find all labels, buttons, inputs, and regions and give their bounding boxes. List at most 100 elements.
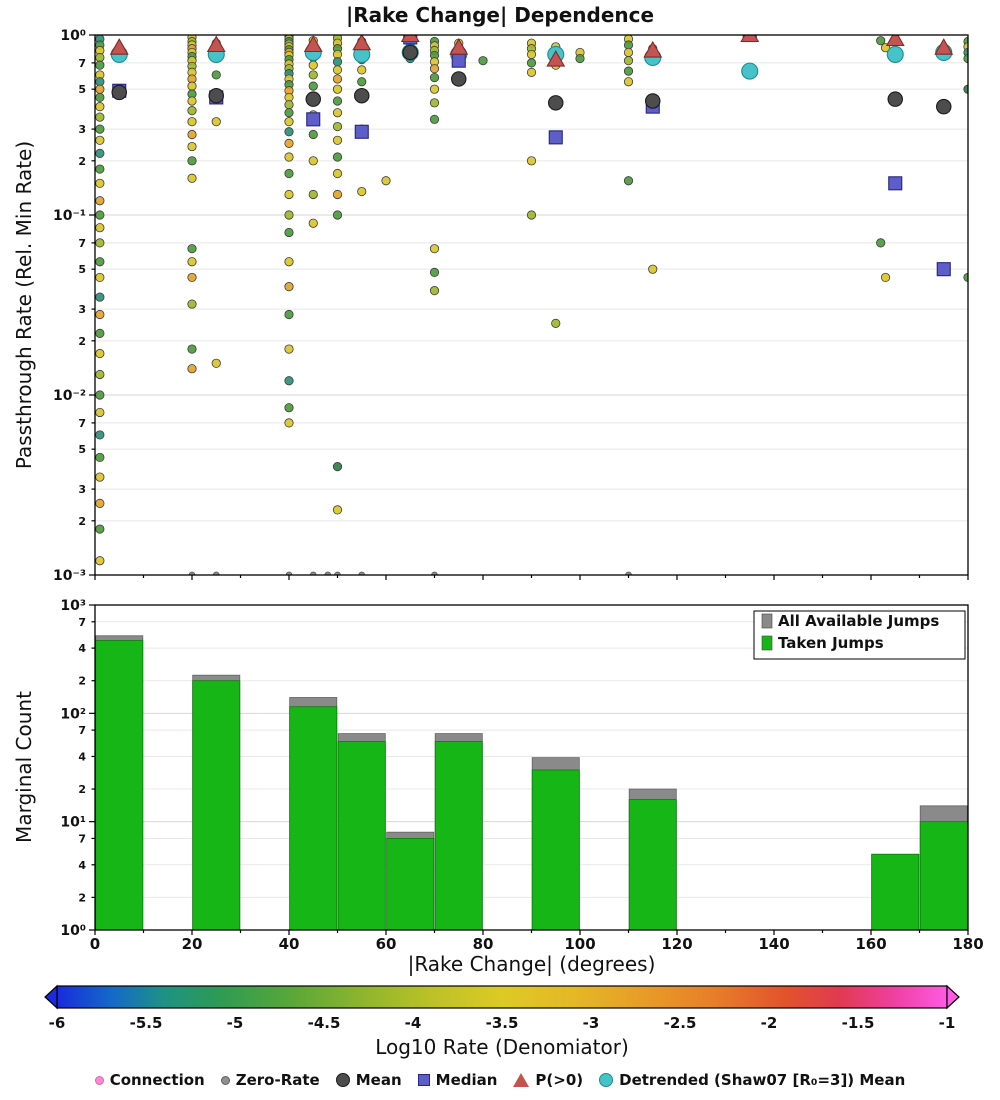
p-gt-0-marker xyxy=(352,35,372,51)
rate-point xyxy=(187,141,197,152)
rate-point xyxy=(95,124,105,134)
y-tick-label: 2 xyxy=(78,515,86,528)
rate-point xyxy=(526,67,537,77)
p-gt-0-marker xyxy=(643,40,663,58)
rate-point xyxy=(526,49,537,60)
y-tick-label: 7 xyxy=(78,616,86,629)
y-tick-label: 4 xyxy=(78,642,86,655)
rate-point xyxy=(526,156,537,166)
rate-point xyxy=(95,148,105,158)
p-gt-0-marker xyxy=(206,35,226,53)
zero-rate-point xyxy=(309,571,317,575)
legend-item: Detrended (Shaw07 [R₀=3]) Mean xyxy=(599,1071,905,1089)
rate-point xyxy=(332,74,343,84)
taken-jumps-bar xyxy=(628,799,677,930)
y-tick-label: 10⁰ xyxy=(60,923,86,939)
rate-point xyxy=(308,70,318,80)
colorbar-right-extend xyxy=(946,984,960,1010)
rate-point xyxy=(357,186,367,197)
mean-marker xyxy=(887,91,903,107)
rate-point xyxy=(211,358,221,368)
rate-point xyxy=(429,98,440,108)
rate-point xyxy=(284,257,294,267)
legend-swatch xyxy=(761,613,773,629)
rate-point xyxy=(623,47,634,58)
rate-point xyxy=(187,96,197,106)
rate-point xyxy=(284,418,294,428)
rate-point xyxy=(429,84,440,94)
taken-jumps-bar xyxy=(337,741,386,930)
y-tick-label: 5 xyxy=(78,443,86,456)
taken-jumps-bar xyxy=(531,769,580,930)
y-tick-label: 2 xyxy=(78,335,86,348)
zero-rate-point xyxy=(188,571,196,575)
y-tick-label: 2 xyxy=(78,155,86,168)
taken-jumps-bar xyxy=(289,706,338,930)
rate-point xyxy=(429,64,440,74)
rate-point xyxy=(284,282,294,292)
rate-point xyxy=(429,244,440,254)
rate-point xyxy=(623,56,634,66)
p-gt-0-marker xyxy=(546,49,566,67)
rate-point xyxy=(332,135,343,145)
detrended-mean-marker xyxy=(741,62,759,80)
zero-rate-dot-icon xyxy=(220,1075,230,1085)
rate-point xyxy=(648,264,658,274)
rate-point xyxy=(187,173,197,183)
detrended-mean-circle-icon xyxy=(599,1073,614,1087)
rate-point xyxy=(95,452,105,463)
bottom-legend: Connection Zero-Rate Mean Median P(>0) Detren… xyxy=(0,1071,1000,1089)
y-tick-label: 3 xyxy=(78,303,86,316)
zero-rate-point xyxy=(625,571,632,575)
y-tick-label: 10³ xyxy=(60,598,86,614)
rate-point xyxy=(429,267,440,277)
y-tick-label: 10⁰ xyxy=(60,28,86,44)
mean-marker xyxy=(402,44,418,61)
colorbar-label: Log10 Rate (Denomiator) xyxy=(375,1035,629,1059)
x-tick-label: 180 xyxy=(952,935,983,953)
rate-point xyxy=(95,84,105,94)
legend-item: P(>0) xyxy=(513,1071,583,1089)
rate-point xyxy=(876,36,886,46)
rate-point xyxy=(332,462,343,472)
rate-point xyxy=(284,344,294,354)
rate-point xyxy=(284,309,294,320)
rate-point xyxy=(623,66,634,76)
x-tick-label: 0 xyxy=(90,935,100,953)
rate-point xyxy=(95,348,105,359)
mean-marker xyxy=(208,87,225,104)
y-tick-label: 5 xyxy=(78,263,86,276)
rate-point xyxy=(332,96,343,106)
taken-jumps-bar xyxy=(434,741,483,930)
mean-circle-icon xyxy=(335,1073,350,1087)
median-marker xyxy=(306,112,321,127)
x-axis-label: |Rake Change| (degrees) xyxy=(407,952,656,976)
rate-point xyxy=(284,100,294,110)
mean-marker xyxy=(353,87,370,104)
rate-point xyxy=(880,272,891,283)
rate-point xyxy=(357,77,367,87)
rate-point xyxy=(95,369,105,380)
legend-item-label: P(>0) xyxy=(535,1071,584,1089)
y-tick-label: 7 xyxy=(78,724,86,737)
y-tick-label: 10⁻² xyxy=(53,388,86,404)
rate-point xyxy=(332,189,343,200)
y-tick-label: 7 xyxy=(78,417,86,430)
legend-item-label: Connection xyxy=(109,1071,205,1089)
zero-rate-point xyxy=(324,571,332,575)
rate-point xyxy=(95,257,105,267)
rate-point xyxy=(187,364,197,374)
rate-point xyxy=(95,430,105,440)
rate-point xyxy=(357,65,367,75)
mean-marker xyxy=(450,71,467,87)
rate-point xyxy=(187,244,197,254)
rate-point xyxy=(211,70,221,80)
colorbar-tick-label: -2 xyxy=(761,1014,778,1032)
rate-point xyxy=(187,344,197,354)
colorbar xyxy=(56,985,948,1009)
rate-point xyxy=(308,129,318,140)
rate-point xyxy=(526,58,537,68)
p-gt-0-triangle-icon xyxy=(513,1073,530,1087)
